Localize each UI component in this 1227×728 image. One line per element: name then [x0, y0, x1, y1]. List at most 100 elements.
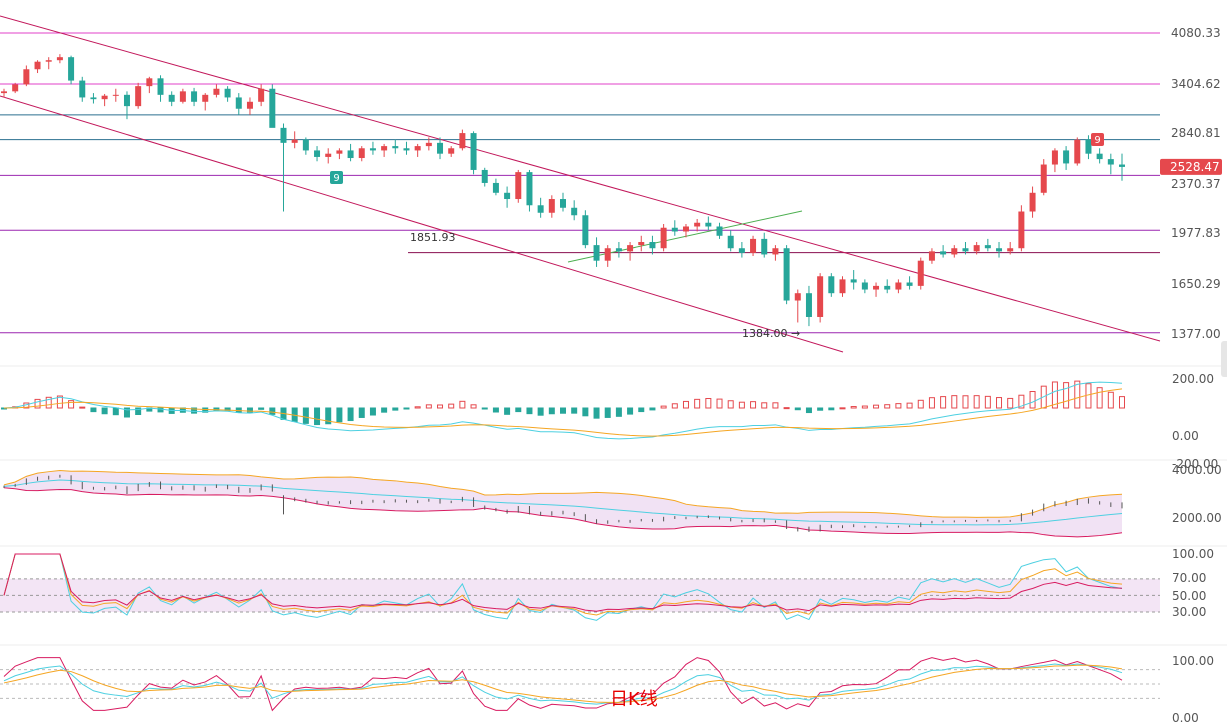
candle-body [381, 146, 388, 151]
candle-body [649, 242, 656, 249]
candle-body [291, 139, 298, 143]
rsi-panel: 100.00 70.00 50.00 30.00 [0, 547, 1214, 621]
panel-axis-tick: 100.00 [1172, 547, 1214, 561]
macd-histogram-bar [112, 407, 119, 416]
macd-histogram-bar [425, 404, 432, 409]
candle-body [783, 248, 790, 301]
candle-body [1119, 164, 1125, 167]
kdj-k-line [3, 663, 1123, 705]
candle-body [280, 127, 287, 143]
price-axis-tick: 2370.37 [1171, 177, 1221, 191]
price-axis-tick: 2840.81 [1171, 126, 1221, 140]
candle-body [481, 169, 488, 183]
candle-body [258, 88, 265, 102]
macd-histogram-bar [325, 407, 332, 425]
macd-histogram-bar [515, 407, 522, 413]
macd-histogram-bar [705, 398, 712, 409]
macd-histogram-bar [213, 407, 220, 411]
macd-histogram-bar [1051, 381, 1058, 409]
candle-body [861, 282, 868, 290]
candle-body [615, 248, 622, 252]
candles [1, 54, 1125, 327]
candle-body [1063, 150, 1070, 164]
candle-body [1018, 211, 1025, 249]
candle-body [750, 238, 757, 253]
macd-histogram-bar [895, 403, 902, 409]
macd-histogram-bar [996, 397, 1003, 409]
macd-histogram-bar [1096, 387, 1103, 409]
candle-body [79, 80, 86, 98]
macd-histogram-bar [123, 407, 130, 418]
macd-histogram-bar [381, 407, 388, 413]
macd-histogram-bar [504, 407, 511, 415]
macd-histogram-bar [101, 407, 108, 415]
panel-collapse-handle[interactable] [1221, 341, 1227, 377]
candle-body [805, 293, 812, 317]
macd-histogram-bar [79, 406, 86, 409]
candle-body [347, 150, 354, 159]
candle-body [1007, 248, 1014, 252]
channel-upper-line [0, 15, 1161, 342]
candle-body [1074, 139, 1081, 164]
macd-histogram-bar [716, 398, 723, 409]
candle-body [694, 222, 701, 227]
macd-histogram-bar [481, 407, 488, 410]
candle-body [1107, 159, 1114, 165]
macd-dif-line [3, 381, 1123, 440]
panel-axis-tick: 0.00 [1172, 429, 1199, 443]
candle-body [437, 142, 444, 154]
candle-body [101, 95, 108, 100]
macd-histogram-bar [750, 401, 757, 409]
macd-panel: 200.00 0.00 -200.00 [1, 372, 1218, 471]
annotations: 1851.93 1384.00 → 9 9 [330, 133, 1104, 340]
macd-histogram-bar [727, 400, 734, 409]
macd-histogram-bar [336, 407, 343, 423]
candle-body [537, 205, 544, 213]
macd-histogram-bar [593, 407, 600, 419]
candle-body [817, 276, 824, 317]
candle-body [470, 133, 477, 170]
candle-body [414, 146, 421, 151]
panel-axis-tick: 200.00 [1172, 372, 1214, 386]
candle-body [68, 57, 75, 81]
candle-body [962, 248, 969, 252]
macd-histogram-bar [649, 407, 656, 411]
macd-histogram-bar [369, 407, 376, 416]
candle-body [560, 199, 566, 208]
marker-badge-label: 9 [333, 173, 339, 184]
macd-histogram-bar [861, 405, 868, 409]
price-axis-tick: 1977.83 [1171, 226, 1221, 240]
candle-body [984, 245, 991, 249]
price-axis-tick: 4080.33 [1171, 26, 1221, 40]
macd-histogram-bar [828, 407, 835, 411]
candle-body [34, 61, 41, 70]
kdj-j-line [3, 657, 1123, 712]
price-axis-tick: 1377.00 [1171, 327, 1221, 341]
candle-body [448, 148, 455, 154]
candle-body [604, 248, 611, 261]
candle-body [828, 276, 835, 294]
candle-body [425, 142, 432, 147]
candle-body [928, 251, 935, 261]
current-price-label: 2528.47 [1170, 160, 1220, 174]
macd-histogram-bar [973, 395, 980, 409]
candle-body [504, 192, 511, 200]
candle-body [627, 245, 634, 252]
macd-histogram-bar [884, 404, 891, 409]
candle-body [1051, 150, 1058, 165]
price-axis-tick: 3404.62 [1171, 77, 1221, 91]
candle-body [235, 97, 242, 109]
macd-histogram-bar [258, 407, 265, 410]
macd-histogram-bar [1029, 391, 1036, 409]
macd-histogram-bar [157, 407, 164, 413]
candle-body [951, 248, 958, 255]
macd-histogram-bar [392, 407, 399, 411]
macd-histogram-bar [604, 407, 611, 418]
candle-body [392, 146, 399, 149]
macd-histogram-bar [269, 407, 276, 415]
macd-histogram-bar [627, 407, 634, 415]
candle-body [459, 133, 466, 149]
candle-body [336, 150, 343, 154]
